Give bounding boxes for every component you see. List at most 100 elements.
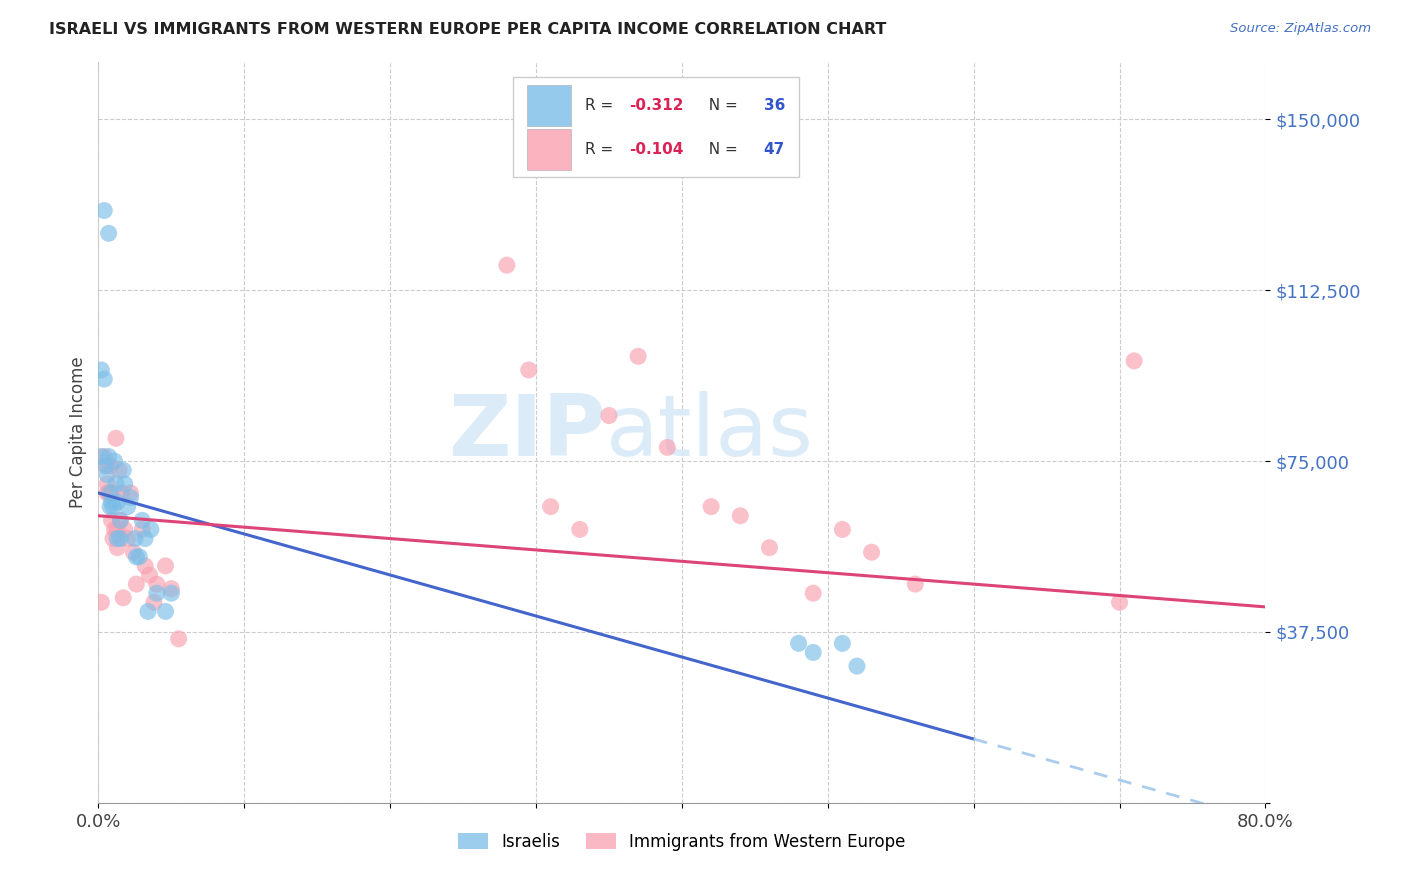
Point bbox=[134, 532, 156, 546]
Point bbox=[100, 513, 122, 527]
Point bbox=[101, 486, 124, 500]
Point bbox=[98, 500, 121, 514]
Point bbox=[97, 227, 120, 241]
Point bbox=[155, 558, 177, 573]
Point bbox=[96, 467, 118, 482]
Point bbox=[105, 532, 128, 546]
Point bbox=[598, 409, 620, 423]
Point bbox=[114, 476, 136, 491]
Point bbox=[831, 636, 853, 650]
Point bbox=[97, 450, 120, 464]
Point bbox=[700, 500, 723, 514]
Point bbox=[657, 441, 679, 455]
Point bbox=[112, 463, 135, 477]
Point bbox=[105, 541, 128, 555]
FancyBboxPatch shape bbox=[527, 128, 571, 169]
Point bbox=[801, 645, 824, 659]
Point bbox=[131, 513, 153, 527]
Point bbox=[125, 577, 148, 591]
Point bbox=[104, 431, 127, 445]
FancyBboxPatch shape bbox=[527, 85, 571, 126]
Point bbox=[120, 486, 142, 500]
Point bbox=[125, 549, 148, 564]
Point bbox=[93, 450, 115, 464]
Point bbox=[136, 604, 159, 618]
Text: atlas: atlas bbox=[606, 391, 814, 475]
Point bbox=[122, 545, 145, 559]
Point bbox=[110, 532, 132, 546]
Text: ISRAELI VS IMMIGRANTS FROM WESTERN EUROPE PER CAPITA INCOME CORRELATION CHART: ISRAELI VS IMMIGRANTS FROM WESTERN EUROP… bbox=[49, 22, 887, 37]
Point bbox=[831, 523, 853, 537]
Point bbox=[94, 458, 117, 473]
Point bbox=[167, 632, 190, 646]
Text: N =: N = bbox=[699, 98, 742, 112]
Point bbox=[96, 486, 118, 500]
Text: N =: N = bbox=[699, 142, 742, 157]
Point bbox=[758, 541, 780, 555]
Point bbox=[111, 486, 134, 500]
Point bbox=[540, 500, 562, 514]
Text: Source: ZipAtlas.com: Source: ZipAtlas.com bbox=[1230, 22, 1371, 36]
Point bbox=[139, 523, 162, 537]
Point bbox=[517, 363, 540, 377]
Point bbox=[114, 523, 136, 537]
Point bbox=[96, 476, 118, 491]
Point bbox=[97, 486, 120, 500]
Point bbox=[90, 363, 112, 377]
Point bbox=[138, 568, 160, 582]
Point bbox=[860, 545, 883, 559]
Point bbox=[146, 586, 169, 600]
Point bbox=[94, 458, 117, 473]
Point bbox=[117, 532, 139, 546]
Point bbox=[568, 523, 591, 537]
Legend: Israelis, Immigrants from Western Europe: Israelis, Immigrants from Western Europe bbox=[451, 826, 912, 857]
Text: 47: 47 bbox=[763, 142, 785, 157]
Point bbox=[108, 463, 131, 477]
Point bbox=[128, 549, 150, 564]
Point bbox=[110, 513, 132, 527]
Point bbox=[105, 523, 128, 537]
Point bbox=[103, 523, 125, 537]
Point bbox=[787, 636, 810, 650]
Point bbox=[120, 491, 142, 505]
Point bbox=[730, 508, 752, 523]
Text: ZIP: ZIP bbox=[449, 391, 606, 475]
Text: R =: R = bbox=[585, 142, 619, 157]
Point bbox=[134, 558, 156, 573]
Point bbox=[101, 500, 124, 514]
Text: -0.104: -0.104 bbox=[630, 142, 683, 157]
Point bbox=[104, 476, 127, 491]
Point bbox=[160, 586, 183, 600]
Point bbox=[100, 495, 122, 509]
Point bbox=[846, 659, 869, 673]
Point bbox=[98, 458, 121, 473]
Y-axis label: Per Capita Income: Per Capita Income bbox=[69, 357, 87, 508]
Point bbox=[1123, 354, 1146, 368]
Point bbox=[627, 349, 650, 363]
Point bbox=[112, 591, 135, 605]
Text: -0.312: -0.312 bbox=[630, 98, 683, 112]
Point bbox=[496, 258, 519, 272]
Point bbox=[93, 372, 115, 386]
Point bbox=[146, 577, 169, 591]
Point bbox=[801, 586, 824, 600]
Point bbox=[98, 486, 121, 500]
FancyBboxPatch shape bbox=[513, 78, 799, 178]
Text: 36: 36 bbox=[763, 98, 785, 112]
Point bbox=[110, 513, 132, 527]
Point bbox=[103, 454, 125, 468]
Point bbox=[101, 532, 124, 546]
Point bbox=[160, 582, 183, 596]
Point bbox=[1108, 595, 1130, 609]
Point bbox=[117, 500, 139, 514]
Point bbox=[142, 595, 165, 609]
Point bbox=[124, 532, 146, 546]
Point bbox=[155, 604, 177, 618]
Point bbox=[904, 577, 927, 591]
Point bbox=[93, 203, 115, 218]
Point bbox=[90, 450, 112, 464]
Point bbox=[105, 495, 128, 509]
Text: R =: R = bbox=[585, 98, 619, 112]
Point bbox=[90, 595, 112, 609]
Point bbox=[131, 523, 153, 537]
